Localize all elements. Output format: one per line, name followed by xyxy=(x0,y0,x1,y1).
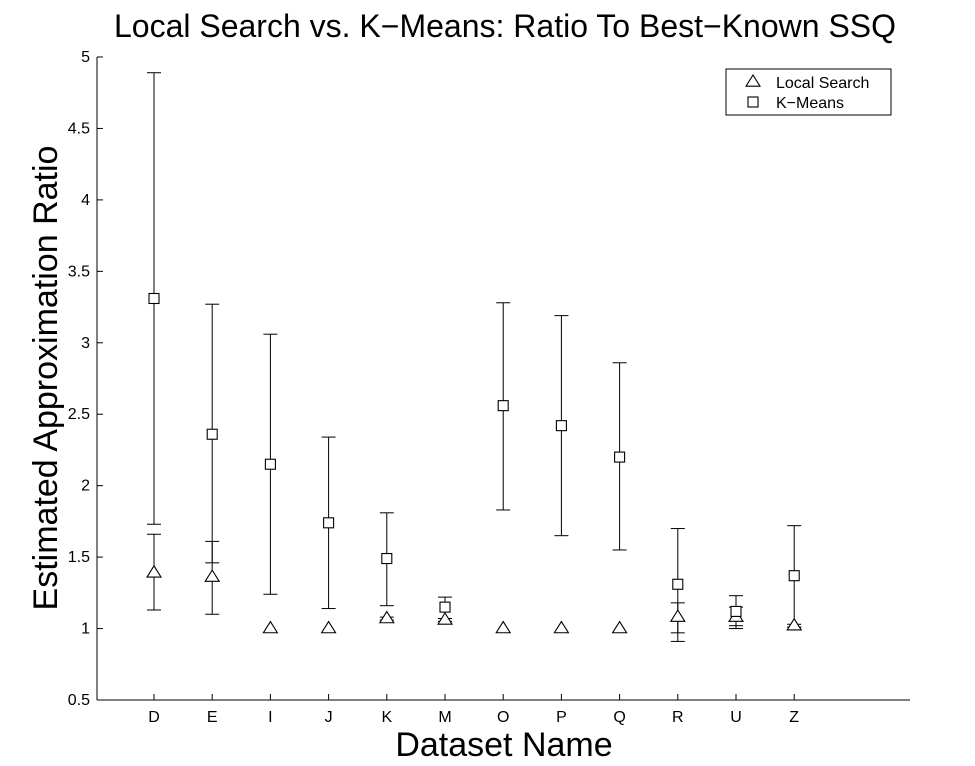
y-tick-label: 4.5 xyxy=(68,120,90,137)
y-tick-label: 1 xyxy=(81,621,90,638)
y-tick-label: 1.5 xyxy=(68,549,90,566)
y-tick-label: 5 xyxy=(81,49,90,66)
x-tick-label: E xyxy=(207,709,218,726)
local-search-point xyxy=(553,620,570,634)
x-tick-label: P xyxy=(556,709,567,726)
x-tick-label: U xyxy=(730,709,742,726)
local-search-point xyxy=(262,620,279,634)
local-search-point xyxy=(786,617,803,631)
y-tick-label: 3.5 xyxy=(68,263,90,280)
local-search-point xyxy=(611,620,628,634)
local-search-point xyxy=(437,611,453,625)
local-search-point xyxy=(495,620,512,634)
k-means-point xyxy=(323,517,335,529)
k-means-point xyxy=(264,458,276,470)
y-tick-label: 2.5 xyxy=(68,406,90,423)
legend: Local Search K−Means xyxy=(725,68,892,116)
local-search-point xyxy=(320,620,337,634)
k-means-point xyxy=(497,400,509,412)
x-axis-label: Dataset Name xyxy=(395,726,612,764)
k-means-point xyxy=(148,292,160,305)
y-tick-label: 0.5 xyxy=(68,692,90,709)
local-search-point xyxy=(669,609,686,622)
local-search-point xyxy=(146,564,162,578)
x-tick-label: D xyxy=(148,709,160,726)
y-tick-label: 3 xyxy=(81,335,90,352)
k-means-point xyxy=(614,451,626,463)
chart-title: Local Search vs. K−Means: Ratio To Best−… xyxy=(114,8,896,44)
k-means-point xyxy=(206,428,218,440)
legend-k-means-label: K−Means xyxy=(776,95,844,112)
legend-local-search-label: Local Search xyxy=(776,75,869,92)
x-tick-label: Q xyxy=(613,709,625,726)
x-tick-label: J xyxy=(325,709,333,726)
y-tick-label: 2 xyxy=(81,478,90,495)
legend-local-search-marker xyxy=(745,73,761,87)
x-tick-label: Z xyxy=(789,709,799,726)
k-means-point xyxy=(381,552,393,565)
x-tick-label: K xyxy=(381,709,392,726)
x-tick-label: I xyxy=(268,709,272,726)
local-search-point xyxy=(204,569,221,582)
error-bars xyxy=(147,72,802,642)
k-means-point xyxy=(788,570,800,582)
x-tick-label: M xyxy=(438,709,451,726)
y-axis-ticks: 0.5 1 1.5 2 2.5 3 3.5 4 4.5 5 xyxy=(68,49,103,709)
x-tick-label: O xyxy=(497,709,509,726)
local-search-point xyxy=(378,610,395,624)
data-markers xyxy=(146,292,803,634)
x-tick-label: R xyxy=(672,709,684,726)
legend-k-means-marker xyxy=(747,96,759,108)
k-means-point xyxy=(730,605,742,617)
y-axis-label: Estimated Approximation Ratio xyxy=(27,146,65,611)
k-means-point xyxy=(439,601,451,613)
y-tick-label: 4 xyxy=(81,192,90,209)
k-means-point xyxy=(555,420,567,432)
k-means-point xyxy=(672,578,684,590)
